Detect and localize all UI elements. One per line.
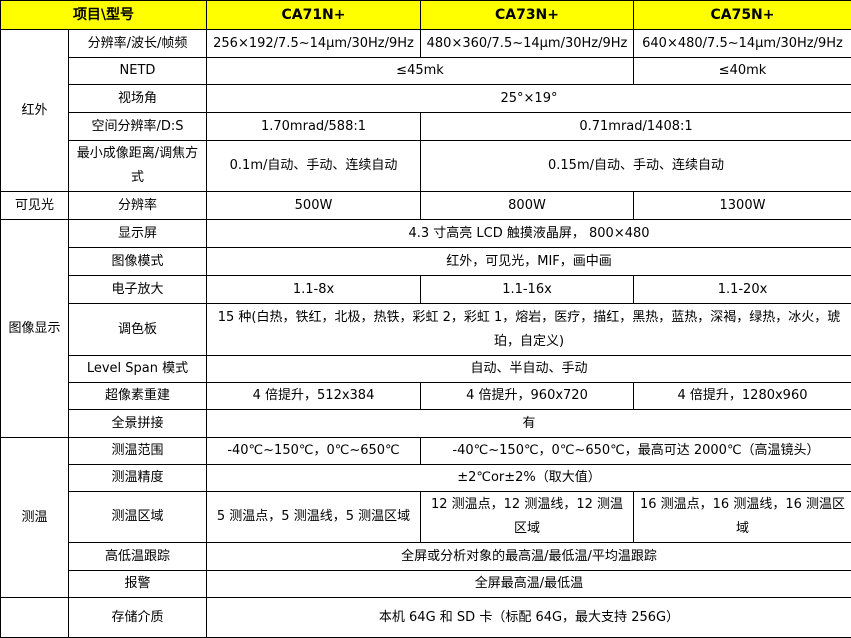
value-min-focus-ca71n: 0.1m/自动、手动、连续自动 — [207, 141, 421, 192]
value-visible-resolution-ca75n: 1300W — [634, 192, 851, 220]
value-visible-resolution-ca73n: 800W — [421, 192, 634, 220]
row-fov: 视场角 25°×19° — [1, 85, 851, 113]
value-ir-resolution-ca73n: 480×360/7.5~14μm/30Hz/9Hz — [421, 30, 634, 58]
label-panorama: 全景拼接 — [69, 410, 207, 438]
value-hi-lo-tracking-shared: 全屏或分析对象的最高温/最低温/平均温跟踪 — [207, 543, 851, 571]
header-ca73n: CA73N+ — [421, 1, 634, 30]
group-infrared: 红外 — [1, 30, 69, 192]
value-netd-ca75n: ≤40mk — [634, 58, 851, 85]
group-visible-light: 可见光 — [1, 192, 69, 220]
value-panorama-shared: 有 — [207, 410, 851, 438]
value-super-res-ca75n: 4 倍提升，1280x960 — [634, 383, 851, 410]
value-temp-area-ca71n: 5 测温点，5 测温线，5 测温区域 — [207, 492, 421, 543]
value-fov-shared: 25°×19° — [207, 85, 851, 113]
group-thermometry: 测温 — [1, 438, 69, 598]
header-ca75n: CA75N+ — [634, 1, 851, 30]
label-storage: 存储介质 — [69, 598, 207, 638]
row-alarm: 报警 全屏最高温/最低温 — [1, 571, 851, 598]
value-spatial-ca71n: 1.70mrad/588:1 — [207, 113, 421, 141]
label-temp-accuracy: 测温精度 — [69, 465, 207, 492]
header-ca71n: CA71N+ — [207, 1, 421, 30]
value-storage-shared: 本机 64G 和 SD 卡（标配 64G，最大支持 256G） — [207, 598, 851, 638]
value-super-res-ca71n: 4 倍提升，512x384 — [207, 383, 421, 410]
value-ezoom-ca73n: 1.1-16x — [421, 276, 634, 304]
value-ir-resolution-ca71n: 256×192/7.5~14μm/30Hz/9Hz — [207, 30, 421, 58]
row-screen: 图像显示 显示屏 4.3 寸高亮 LCD 触摸液晶屏， 800×480 — [1, 220, 851, 248]
value-temp-range-ca73n-ca75n: -40℃~150℃，0℃~650℃，最高可达 2000℃（高温镜头） — [421, 438, 851, 465]
label-fov: 视场角 — [69, 85, 207, 113]
row-panorama: 全景拼接 有 — [1, 410, 851, 438]
row-hi-lo-tracking: 高低温跟踪 全屏或分析对象的最高温/最低温/平均温跟踪 — [1, 543, 851, 571]
row-temp-range: 测温 测温范围 -40℃~150℃，0℃~650℃ -40℃~150℃，0℃~6… — [1, 438, 851, 465]
value-min-focus-ca73n-ca75n: 0.15m/自动、手动、连续自动 — [421, 141, 851, 192]
label-palette: 调色板 — [69, 304, 207, 356]
value-super-res-ca73n: 4 倍提升，960x720 — [421, 383, 634, 410]
value-ir-resolution-ca75n: 640×480/7.5~14μm/30Hz/9Hz — [634, 30, 851, 58]
row-netd: NETD ≤45mk ≤40mk — [1, 58, 851, 85]
header-project-model: 项目\型号 — [1, 1, 207, 30]
label-super-res: 超像素重建 — [69, 383, 207, 410]
label-image-mode: 图像模式 — [69, 248, 207, 276]
value-visible-resolution-ca71n: 500W — [207, 192, 421, 220]
label-temp-area: 测温区域 — [69, 492, 207, 543]
label-visible-resolution: 分辨率 — [69, 192, 207, 220]
label-hi-lo-tracking: 高低温跟踪 — [69, 543, 207, 571]
label-netd: NETD — [69, 58, 207, 85]
label-alarm: 报警 — [69, 571, 207, 598]
row-super-res: 超像素重建 4 倍提升，512x384 4 倍提升，960x720 4 倍提升，… — [1, 383, 851, 410]
value-netd-ca71n-ca73n: ≤45mk — [207, 58, 634, 85]
row-ir-resolution: 红外 分辨率/波长/帧频 256×192/7.5~14μm/30Hz/9Hz 4… — [1, 30, 851, 58]
header-row: 项目\型号 CA71N+ CA73N+ CA75N+ — [1, 1, 851, 30]
row-image-mode: 图像模式 红外，可见光，MIF，画中画 — [1, 248, 851, 276]
row-ezoom: 电子放大 1.1-8x 1.1-16x 1.1-20x — [1, 276, 851, 304]
row-visible-resolution: 可见光 分辨率 500W 800W 1300W — [1, 192, 851, 220]
label-level-span: Level Span 模式 — [69, 356, 207, 383]
row-temp-accuracy: 测温精度 ±2℃or±2%（取大值） — [1, 465, 851, 492]
group-image-display: 图像显示 — [1, 220, 69, 438]
value-temp-area-ca75n: 16 测温点，16 测温线，16 测温区域 — [634, 492, 851, 543]
label-temp-range: 测温范围 — [69, 438, 207, 465]
value-ezoom-ca71n: 1.1-8x — [207, 276, 421, 304]
value-alarm-shared: 全屏最高温/最低温 — [207, 571, 851, 598]
row-palette: 调色板 15 种(白热，铁红，北极，热铁，彩虹 2，彩虹 1，熔岩，医疗，描红，… — [1, 304, 851, 356]
label-screen: 显示屏 — [69, 220, 207, 248]
row-storage: 存储介质 本机 64G 和 SD 卡（标配 64G，最大支持 256G） — [1, 598, 851, 638]
row-temp-area: 测温区域 5 测温点，5 测温线，5 测温区域 12 测温点，12 测温线，12… — [1, 492, 851, 543]
value-image-mode-shared: 红外，可见光，MIF，画中画 — [207, 248, 851, 276]
row-level-span: Level Span 模式 自动、半自动、手动 — [1, 356, 851, 383]
label-min-focus: 最小成像距离/调焦方式 — [69, 141, 207, 192]
group-storage-empty — [1, 598, 69, 638]
value-temp-area-ca73n: 12 测温点，12 测温线，12 测温区域 — [421, 492, 634, 543]
value-spatial-ca73n-ca75n: 0.71mrad/1408:1 — [421, 113, 851, 141]
value-level-span-shared: 自动、半自动、手动 — [207, 356, 851, 383]
value-temp-range-ca71n: -40℃~150℃，0℃~650℃ — [207, 438, 421, 465]
value-screen-shared: 4.3 寸高亮 LCD 触摸液晶屏， 800×480 — [207, 220, 851, 248]
value-palette-shared: 15 种(白热，铁红，北极，热铁，彩虹 2，彩虹 1，熔岩，医疗，描红，黑热，蓝… — [207, 304, 851, 356]
label-ir-resolution: 分辨率/波长/帧频 — [69, 30, 207, 58]
value-ezoom-ca75n: 1.1-20x — [634, 276, 851, 304]
value-temp-accuracy-shared: ±2℃or±2%（取大值） — [207, 465, 851, 492]
row-min-focus: 最小成像距离/调焦方式 0.1m/自动、手动、连续自动 0.15m/自动、手动、… — [1, 141, 851, 192]
label-spatial: 空间分辨率/D:S — [69, 113, 207, 141]
row-spatial: 空间分辨率/D:S 1.70mrad/588:1 0.71mrad/1408:1 — [1, 113, 851, 141]
label-ezoom: 电子放大 — [69, 276, 207, 304]
